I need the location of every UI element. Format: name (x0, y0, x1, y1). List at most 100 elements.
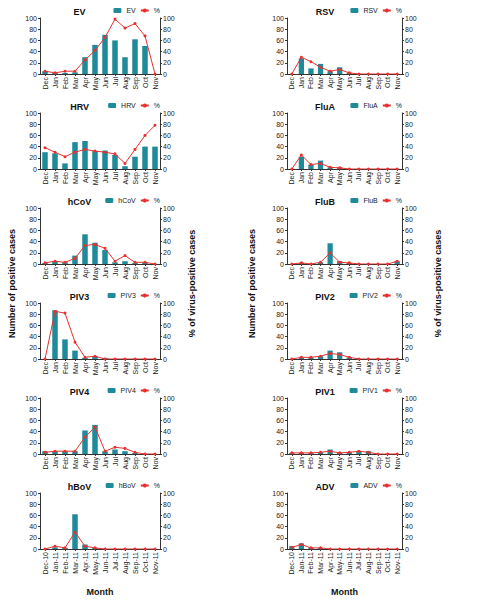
svg-text:%: % (154, 292, 160, 299)
svg-text:40: 40 (29, 333, 37, 340)
svg-text:Oct: Oct (384, 457, 391, 468)
svg-text:Mar: Mar (72, 361, 79, 374)
svg-text:0: 0 (280, 166, 284, 173)
svg-text:100: 100 (405, 300, 417, 307)
svg-text:Aug: Aug (122, 362, 130, 375)
svg-text:Apr: Apr (82, 266, 90, 278)
svg-text:%: % (154, 102, 160, 109)
svg-text:RSV: RSV (363, 7, 378, 14)
svg-text:20: 20 (29, 59, 37, 66)
svg-text:Dec: Dec (288, 77, 295, 90)
svg-text:Jul: Jul (112, 457, 119, 466)
svg-text:60: 60 (29, 322, 37, 329)
svg-text:Mar: Mar (317, 456, 324, 469)
svg-text:May: May (336, 172, 344, 186)
svg-text:Feb: Feb (62, 362, 69, 374)
svg-text:Aug: Aug (365, 77, 373, 90)
svg-text:100: 100 (272, 395, 284, 402)
svg-text:Sep: Sep (375, 267, 383, 280)
svg-text:May: May (336, 77, 344, 91)
svg-text:100: 100 (272, 205, 284, 212)
svg-text:Nov: Nov (394, 267, 401, 280)
svg-text:40: 40 (163, 238, 171, 245)
svg-text:Jul-11: Jul-11 (355, 552, 362, 571)
svg-text:Oct: Oct (142, 172, 149, 183)
svg-text:Sep: Sep (375, 77, 383, 90)
svg-text:100: 100 (25, 205, 37, 212)
svg-text:60: 60 (276, 512, 284, 519)
svg-text:40: 40 (276, 48, 284, 55)
svg-text:Feb: Feb (62, 267, 69, 279)
svg-text:ADV: ADV (363, 482, 378, 489)
svg-text:0: 0 (405, 546, 409, 553)
svg-text:0: 0 (280, 261, 284, 268)
svg-text:0: 0 (163, 356, 167, 363)
svg-text:80: 80 (163, 406, 171, 413)
svg-text:Aug-11: Aug-11 (365, 552, 373, 574)
svg-text:Mar: Mar (72, 266, 79, 279)
svg-text:60: 60 (405, 132, 413, 139)
svg-text:40: 40 (405, 143, 413, 150)
svg-text:Aug: Aug (122, 267, 130, 280)
svg-text:80: 80 (276, 121, 284, 128)
svg-text:%: % (396, 197, 402, 204)
svg-text:Sep: Sep (375, 172, 383, 185)
svg-text:20: 20 (163, 534, 171, 541)
svg-text:0: 0 (33, 546, 37, 553)
svg-text:20: 20 (163, 59, 171, 66)
svg-text:%: % (154, 197, 160, 204)
svg-text:Feb-11: Feb-11 (307, 552, 314, 574)
svg-text:Apr: Apr (82, 456, 90, 468)
svg-text:40: 40 (276, 143, 284, 150)
svg-text:100: 100 (272, 490, 284, 497)
svg-text:%: % (154, 482, 160, 489)
svg-text:60: 60 (29, 132, 37, 139)
svg-text:40: 40 (405, 428, 413, 435)
svg-text:Mar: Mar (317, 76, 324, 89)
svg-text:%: % (396, 102, 402, 109)
svg-text:May: May (92, 362, 100, 376)
svg-text:40: 40 (405, 523, 413, 530)
svg-text:80: 80 (163, 501, 171, 508)
svg-text:60: 60 (405, 37, 413, 44)
svg-text:Jan: Jan (52, 267, 59, 278)
svg-text:20: 20 (29, 439, 37, 446)
svg-text:Jan: Jan (298, 77, 305, 88)
svg-text:%: % (154, 7, 160, 14)
svg-text:60: 60 (276, 322, 284, 329)
svg-text:40: 40 (163, 523, 171, 530)
svg-text:FluA: FluA (363, 102, 378, 109)
svg-text:0: 0 (405, 166, 409, 173)
svg-text:100: 100 (163, 395, 175, 402)
svg-text:Nov: Nov (394, 362, 401, 375)
svg-text:80: 80 (276, 406, 284, 413)
svg-text:80: 80 (276, 26, 284, 33)
svg-text:100: 100 (272, 300, 284, 307)
svg-text:Apr: Apr (327, 171, 335, 183)
svg-text:Number of positive cases: Number of positive cases (247, 229, 257, 338)
svg-text:80: 80 (405, 406, 413, 413)
svg-text:100: 100 (25, 15, 37, 22)
svg-text:PIV3: PIV3 (121, 292, 136, 299)
svg-text:60: 60 (29, 417, 37, 424)
svg-text:80: 80 (405, 26, 413, 33)
svg-text:Jun: Jun (346, 457, 353, 468)
svg-text:100: 100 (25, 110, 37, 117)
svg-text:%: % (396, 292, 402, 299)
svg-text:80: 80 (163, 121, 171, 128)
svg-text:Jun: Jun (102, 172, 109, 183)
svg-text:Oct-11: Oct-11 (142, 552, 149, 573)
svg-text:Jan: Jan (298, 267, 305, 278)
svg-text:Nov: Nov (394, 457, 401, 470)
svg-text:Jul: Jul (355, 457, 362, 466)
svg-text:40: 40 (163, 48, 171, 55)
svg-text:Jul-11: Jul-11 (112, 552, 119, 571)
svg-text:EV: EV (74, 7, 86, 17)
svg-text:100: 100 (25, 395, 37, 402)
svg-text:0: 0 (33, 261, 37, 268)
svg-text:0: 0 (163, 166, 167, 173)
svg-text:Dec: Dec (42, 457, 49, 470)
svg-text:Oct: Oct (142, 362, 149, 373)
svg-text:60: 60 (276, 132, 284, 139)
svg-text:Feb: Feb (307, 362, 314, 374)
